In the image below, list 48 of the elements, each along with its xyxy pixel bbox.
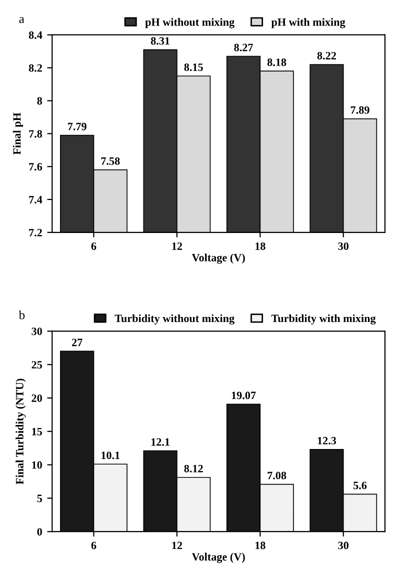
data-label: 19.07 (232, 392, 256, 400)
x-tick-label: 30 (338, 542, 348, 550)
y-axis-title: Final pH (12, 112, 23, 155)
legend-label: Turbidity with mixing (271, 314, 376, 325)
legend-label: pH with mixing (271, 18, 346, 28)
data-label: 7.58 (101, 157, 120, 165)
y-tick-label: 0 (37, 528, 42, 536)
data-label: 12.3 (318, 436, 336, 444)
data-label: 8.15 (184, 63, 203, 72)
y-tick-label: 7.6 (29, 163, 42, 171)
data-label: 8.18 (267, 58, 286, 66)
y-tick-label: 8.2 (28, 64, 42, 72)
data-label: 7.08 (268, 472, 286, 480)
data-label: 8.12 (184, 464, 203, 472)
y-tick-label: 8.4 (28, 31, 42, 39)
y-tick-label: 10 (32, 461, 42, 469)
text: a (19, 17, 24, 24)
y-tick-label: 15 (32, 428, 42, 436)
legend-label: Turbidity without mixing (114, 314, 234, 325)
x-tick-label: 18 (255, 542, 266, 550)
data-label: 7.79 (68, 122, 86, 130)
y-tick-label: 7.8 (29, 130, 42, 138)
y-tick-label: 7.2 (29, 228, 42, 236)
y-tick-label: 5 (37, 494, 42, 502)
x-axis-title: Voltage (V) (192, 552, 245, 563)
data-label: 8.31 (150, 37, 170, 45)
x-tick-label: 30 (338, 242, 348, 250)
x-tick-label: 18 (255, 242, 266, 250)
data-label: 12.1 (151, 438, 170, 446)
x-tick-label: 12 (172, 242, 182, 250)
data-label: 27 (72, 338, 82, 346)
data-label: 10.1 (102, 452, 120, 460)
y-tick-label: 7.4 (29, 196, 42, 204)
data-label: 8.27 (234, 44, 253, 52)
data-label: 7.89 (350, 106, 370, 114)
y-tick-label: 20 (32, 394, 42, 402)
legend-label: pH without mixing (145, 18, 234, 28)
x-tick-label: 6 (91, 242, 96, 250)
text: b (18, 310, 25, 320)
data-label: 8.22 (317, 52, 336, 60)
x-axis-title: Voltage (V) (192, 254, 245, 264)
x-tick-label: 12 (172, 542, 182, 550)
y-tick-label: 8 (37, 97, 42, 105)
y-axis-title: Final Turbidity (NTU) (16, 378, 26, 484)
data-label: 5.6 (354, 482, 367, 490)
x-tick-label: 6 (91, 542, 96, 550)
y-tick-label: 30 (32, 328, 42, 336)
y-tick-label: 25 (32, 361, 42, 369)
